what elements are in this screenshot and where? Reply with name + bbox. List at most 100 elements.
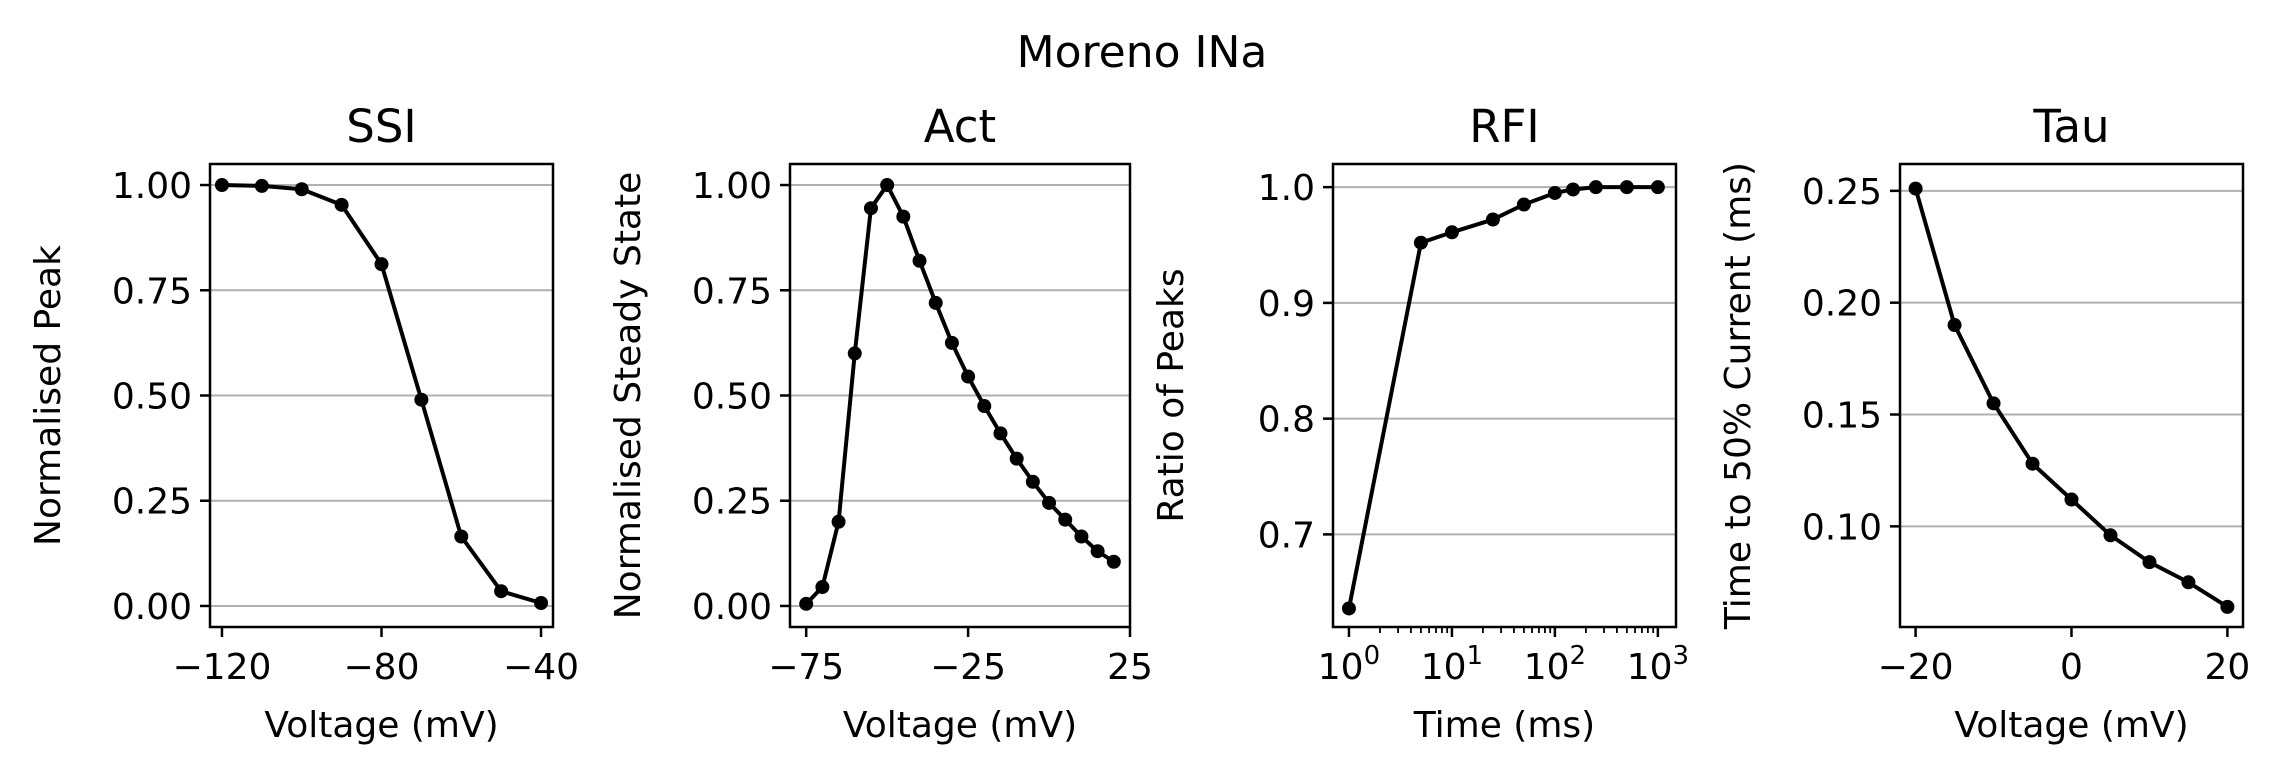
y-tick-label: 0.9 <box>1258 284 1315 325</box>
y-tick-label: 0.7 <box>1258 515 1315 556</box>
chart-panel-rfi: 0.7 0.8 0.9 1.0 100 101 102 103 RFI Time (ms) Rati… <box>1151 100 1689 746</box>
x-tick-label: 101 <box>1421 641 1483 688</box>
x-tick-label: −25 <box>930 647 1006 688</box>
chart-panel-ssi: 0.00 0.25 0.50 0.75 1.00 −120 −80 −40 SSI Voltage… <box>28 100 579 746</box>
y-axis-label: Normalised Steady State <box>608 172 649 620</box>
panel-title: Tau <box>2032 100 2109 153</box>
data-point <box>1025 474 1040 489</box>
x-axis-label: Voltage (mV) <box>264 705 498 746</box>
data-point <box>831 514 846 529</box>
data-point <box>993 426 1008 441</box>
y-tick-label: 0.15 <box>1802 396 1882 437</box>
data-point <box>2064 492 2079 507</box>
data-point <box>334 197 349 212</box>
panels: 0.00 0.25 0.50 0.75 1.00 −120 −80 −40 SSI Voltage… <box>28 100 2250 746</box>
data-point <box>1341 601 1356 616</box>
x-tick-label: 102 <box>1524 641 1586 688</box>
data-point <box>1444 225 1459 240</box>
axes-frame <box>1898 162 2245 629</box>
data-point <box>1009 451 1024 466</box>
data-point <box>799 596 814 611</box>
y-tick-label: 0.25 <box>1802 172 1882 213</box>
x-tick-label: −40 <box>503 647 579 688</box>
data-point <box>1485 212 1500 227</box>
chart-panel-act: 0.00 0.25 0.50 0.75 1.00 −75 −25 25 Act Voltage (… <box>608 100 1153 746</box>
data-point <box>1106 554 1121 569</box>
x-tick-label: 25 <box>1107 647 1153 688</box>
data-point <box>1058 512 1073 527</box>
x-tick-label: −80 <box>344 647 420 688</box>
y-tick-label: 0.50 <box>112 377 192 418</box>
y-tick-label: 0.25 <box>692 482 772 523</box>
data-point <box>1074 529 1089 544</box>
y-tick-label: 0.75 <box>692 271 772 312</box>
data-point <box>977 399 992 414</box>
data-point <box>2103 528 2118 543</box>
data-point <box>944 335 959 350</box>
data-point <box>214 178 229 193</box>
x-tick-label: −75 <box>768 647 844 688</box>
data-point <box>294 182 309 197</box>
data-point <box>254 178 269 193</box>
series-line <box>221 183 542 605</box>
panel-title: Act <box>924 100 996 153</box>
axes-frame <box>1331 162 1678 629</box>
data-point <box>1619 180 1634 195</box>
x-tick-label: −20 <box>1878 647 1954 688</box>
x-tick-label: 20 <box>2205 647 2251 688</box>
y-tick-label: 0.75 <box>112 271 192 312</box>
y-tick-label: 1.00 <box>692 166 772 207</box>
data-point <box>1986 396 2001 411</box>
data-point <box>2220 599 2235 614</box>
y-tick-label: 1.00 <box>112 166 192 207</box>
series-line <box>1913 188 2229 609</box>
data-point <box>1947 318 1962 333</box>
data-point <box>1566 182 1581 197</box>
data-point <box>880 178 895 193</box>
y-tick-label: 0.00 <box>692 587 772 628</box>
data-point <box>1547 185 1562 200</box>
data-point <box>928 295 943 310</box>
data-point <box>1650 180 1665 195</box>
data-point <box>2181 575 2196 590</box>
y-tick-label: 1.0 <box>1258 168 1315 209</box>
y-tick-label: 0.25 <box>112 482 192 523</box>
x-tick-label: −120 <box>173 647 272 688</box>
panel-title: SSI <box>346 100 416 153</box>
x-axis-label: Voltage (mV) <box>1954 705 2188 746</box>
data-point <box>912 253 927 268</box>
data-point <box>896 209 911 224</box>
chart-panel-tau: 0.10 0.15 0.20 0.25 −20 0 20 Tau Voltage (mV) Tim… <box>1718 100 2250 746</box>
data-point <box>1516 197 1531 212</box>
series-line <box>1346 185 1658 609</box>
y-axis-label: Normalised Peak <box>28 245 69 546</box>
y-axis-label: Time to 50% Current (ms) <box>1718 162 1759 630</box>
data-point <box>961 369 976 384</box>
data-point <box>1042 495 1057 510</box>
data-point <box>2142 555 2157 570</box>
data-point <box>815 580 830 595</box>
data-point <box>2025 456 2040 471</box>
x-tick-label: 100 <box>1318 641 1380 688</box>
x-tick-label: 103 <box>1627 641 1689 688</box>
data-point <box>454 529 469 544</box>
data-point <box>1090 544 1105 559</box>
y-tick-label: 0.10 <box>1802 507 1882 548</box>
data-point <box>374 257 389 272</box>
data-point <box>494 584 509 599</box>
data-point <box>847 346 862 361</box>
x-axis-label: Time (ms) <box>1413 705 1595 746</box>
data-point <box>1588 180 1603 195</box>
y-tick-label: 0.00 <box>112 587 192 628</box>
y-tick-label: 0.20 <box>1802 284 1882 325</box>
data-point <box>863 201 878 216</box>
data-point <box>414 392 429 407</box>
data-point <box>534 596 549 611</box>
y-tick-label: 0.50 <box>692 377 772 418</box>
figure-title: Moreno INa <box>1017 27 1268 78</box>
x-axis-label: Voltage (mV) <box>843 705 1077 746</box>
y-tick-label: 0.8 <box>1258 400 1315 441</box>
series-line <box>804 183 1115 606</box>
